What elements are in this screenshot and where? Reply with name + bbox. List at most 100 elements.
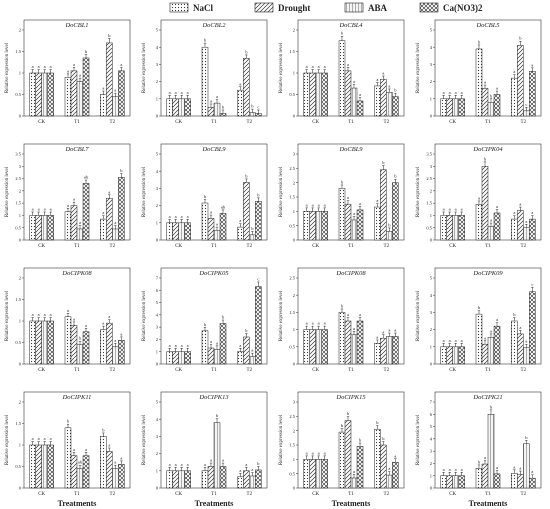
y-tick-label: 2 [156, 203, 158, 208]
category-label: T2 [521, 368, 527, 373]
significance-letter: b [204, 194, 207, 199]
bar [201, 202, 209, 241]
bar [321, 72, 328, 117]
bar [47, 72, 54, 117]
y-tick-label: 1.5 [15, 297, 21, 302]
significance-letter: b [245, 328, 248, 333]
significance-letter: ab [84, 175, 89, 180]
y-tick-label: 7 [156, 276, 159, 281]
bar [315, 211, 322, 241]
category-label: CK [38, 244, 45, 249]
y-tick-label: 0 [430, 362, 433, 367]
y-tick-label: 2 [430, 79, 432, 84]
bar [201, 470, 209, 489]
y-tick-label: 2.5 [15, 176, 21, 181]
panel-11: DoCIPK09 0 1 2 3 4 5 Relative expression level a… [416, 267, 542, 373]
y-axis-label: Relative expression level [142, 290, 147, 341]
y-axis-label: Relative expression level [142, 166, 147, 217]
bar [35, 444, 42, 489]
legend-swatch-3 [419, 2, 439, 13]
significance-letter: a [32, 436, 34, 441]
bar [64, 316, 72, 365]
bar [517, 45, 524, 117]
bar [446, 215, 453, 241]
bar [178, 351, 185, 365]
panel-title: DoCIPK15 [335, 394, 366, 401]
significance-letter: b [394, 88, 397, 93]
significance-letter: a [73, 316, 75, 321]
significance-letter: a [44, 436, 46, 441]
category-label: T1 [485, 368, 491, 373]
bar [118, 70, 125, 117]
y-tick-label: 5 [156, 152, 159, 157]
bar [255, 286, 262, 365]
bar [458, 215, 465, 241]
y-tick-label: 0.5 [15, 225, 21, 230]
significance-letter: a [32, 206, 34, 211]
bar [493, 212, 501, 241]
significance-letter: a [85, 447, 87, 452]
significance-letter: b [341, 31, 344, 36]
significance-letter: a [455, 338, 457, 343]
significance-letter: a [239, 81, 241, 86]
bar [70, 455, 78, 489]
y-tick-label: 3 [293, 152, 296, 157]
significance-letter: a [359, 92, 361, 97]
significance-letter: a [484, 80, 486, 85]
bar [184, 470, 191, 489]
significance-letter: a [394, 328, 396, 333]
significance-letter: b [222, 104, 225, 109]
significance-letter: a [455, 467, 457, 472]
significance-letter: b [257, 461, 260, 466]
significance-letter: a [324, 202, 326, 207]
y-tick-label: 2.5 [289, 414, 295, 419]
y-tick-label: 5 [430, 424, 433, 429]
significance-letter: a [245, 462, 247, 467]
significance-letter: b [478, 39, 481, 44]
category-label: T2 [247, 244, 253, 249]
bar [380, 444, 387, 489]
bar [243, 182, 250, 241]
bar [493, 94, 501, 117]
category-label: CK [175, 368, 182, 373]
significance-letter: a [44, 64, 46, 69]
y-tick-label: 3 [156, 62, 159, 67]
panel-4: DoCBL7 0 0.5 1 1.5 2 2.5 3 3.5 Relative expressio… [5, 143, 131, 249]
bar [350, 477, 358, 489]
significance-letter: a [449, 467, 451, 472]
y-tick-label: 5 [156, 400, 159, 405]
significance-letter: b [245, 173, 248, 178]
significance-letter: a [187, 214, 189, 219]
bar [350, 334, 358, 365]
bar [100, 329, 107, 365]
chart-panels: DoCBL1 0 0.5 1 1.5 2 Relative expression level… [5, 19, 542, 497]
bar [207, 218, 215, 241]
y-tick-label: 0 [19, 238, 22, 243]
bar [166, 470, 173, 489]
significance-letter: a [73, 62, 75, 67]
significance-letter: a [79, 73, 81, 78]
bar [237, 226, 244, 241]
y-tick-label: 2 [293, 180, 295, 185]
x-axis-title-0: Treatments [58, 499, 97, 508]
y-tick-label: 0 [156, 486, 159, 491]
legend-swatch-0 [169, 2, 189, 13]
significance-letter: a [38, 206, 40, 211]
y-tick-label: 4 [156, 45, 159, 50]
significance-letter: a [513, 69, 515, 74]
significance-letter: a [318, 64, 320, 69]
bar [481, 88, 489, 117]
y-tick-label: 1 [293, 327, 295, 332]
significance-letter: a [239, 468, 241, 473]
bar [172, 470, 179, 489]
bar [481, 343, 489, 365]
significance-letter: c [257, 276, 259, 281]
bar [446, 346, 453, 365]
significance-letter: a [210, 458, 212, 463]
bar [35, 320, 42, 365]
y-tick-label: 1.5 [15, 421, 21, 426]
significance-letter: a [347, 312, 349, 317]
bar [458, 98, 465, 117]
